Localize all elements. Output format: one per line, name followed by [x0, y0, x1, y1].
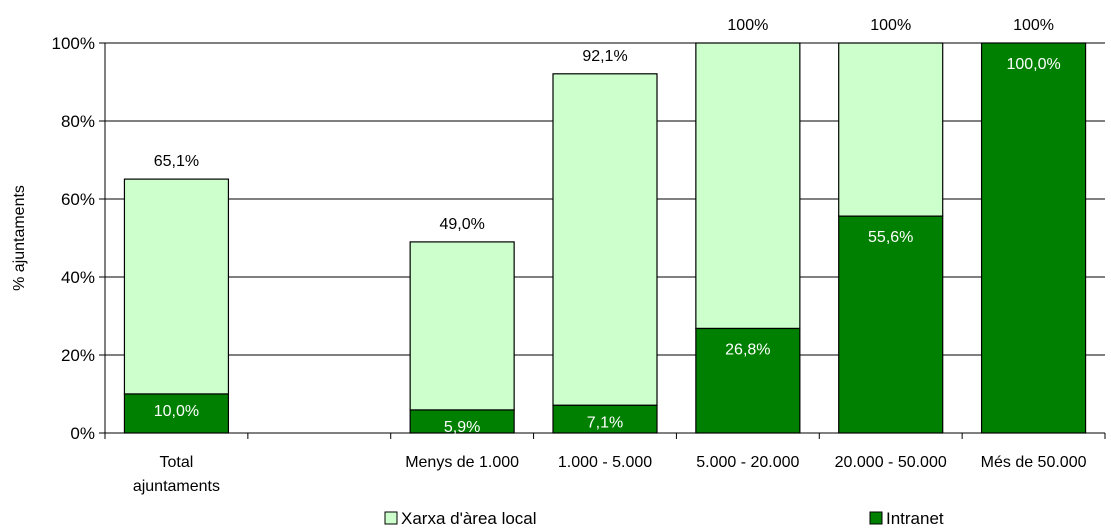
y-tick-label: 20% — [61, 346, 95, 365]
data-label-total: 65,1% — [154, 153, 199, 170]
tick-labels: 0% 20% 40% 60% 80% 100% Total ajuntaments Menys … — [52, 34, 1087, 495]
bar-xarxa-area-local — [552, 73, 658, 406]
bar-intranet — [980, 42, 1087, 434]
data-label-total: 92,1% — [582, 48, 627, 65]
data-label-intranet: 26,8% — [725, 341, 770, 358]
x-tick-label: ajuntaments — [133, 478, 220, 495]
x-tick-label: Menys de 1.000 — [405, 454, 519, 471]
legend-swatch — [384, 511, 398, 525]
bars — [123, 42, 1087, 434]
x-tick-label: Total — [160, 454, 194, 471]
data-label-intranet: 100,0% — [1006, 56, 1060, 73]
bar-xarxa-area-local — [123, 178, 230, 395]
data-label-total: 100% — [870, 17, 911, 34]
data-labels: 65,1% 10,0% 49,0% 5,9% 92,1% 7,1% 100% 26,8% 100… — [154, 17, 1061, 436]
x-tick-label: 1.000 - 5.000 — [558, 454, 652, 471]
data-label-intranet: 55,6% — [868, 229, 913, 246]
bar-xarxa-area-local — [838, 42, 944, 217]
legend-swatch — [869, 511, 883, 525]
y-axis-title: % ajuntaments — [11, 185, 28, 291]
bar-intranet — [695, 327, 801, 434]
axes — [99, 42, 1106, 439]
data-label-intranet: 5,9% — [444, 419, 480, 436]
y-tick-label: 40% — [61, 268, 95, 287]
data-label-intranet: 10,0% — [154, 403, 199, 420]
data-label-intranet: 7,1% — [587, 414, 623, 431]
bar-intranet — [123, 393, 230, 434]
x-tick-label: 20.000 - 50.000 — [835, 454, 947, 471]
data-label-total: 100% — [727, 17, 768, 34]
data-label-total: 49,0% — [439, 216, 484, 233]
y-tick-label: 0% — [70, 424, 95, 443]
data-label-total: 100% — [1013, 17, 1054, 34]
y-tick-label: 80% — [61, 112, 95, 131]
bar-intranet — [838, 215, 944, 434]
x-tick-label: 5.000 - 20.000 — [696, 454, 799, 471]
legend-label: Xarxa d'àrea local — [401, 509, 537, 528]
y-tick-label: 100% — [52, 34, 95, 53]
y-tick-label: 60% — [61, 190, 95, 209]
legend: Xarxa d'àrea local Intranet — [384, 509, 944, 528]
bar-xarxa-area-local — [695, 42, 801, 330]
bar-xarxa-area-local — [409, 241, 515, 411]
legend-label: Intranet — [886, 509, 944, 528]
x-tick-label: Més de 50.000 — [981, 454, 1087, 471]
